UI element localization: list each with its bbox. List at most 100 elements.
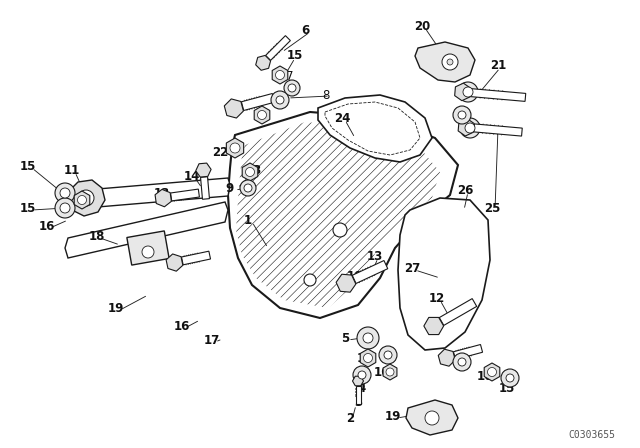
Polygon shape (383, 364, 397, 380)
Polygon shape (454, 83, 470, 101)
Polygon shape (470, 89, 525, 101)
Circle shape (60, 188, 70, 198)
Circle shape (55, 183, 75, 203)
Polygon shape (60, 178, 230, 210)
Text: 16: 16 (174, 319, 190, 332)
Circle shape (304, 274, 316, 286)
Circle shape (386, 368, 394, 376)
Text: 22: 22 (212, 146, 228, 159)
Text: 15: 15 (20, 202, 36, 215)
Polygon shape (200, 177, 209, 199)
Polygon shape (353, 376, 364, 386)
Circle shape (276, 96, 284, 104)
Circle shape (463, 87, 473, 97)
Text: 2: 2 (346, 412, 354, 425)
Text: 13: 13 (154, 186, 170, 199)
Text: 10: 10 (347, 270, 363, 283)
Polygon shape (65, 202, 228, 258)
Polygon shape (228, 112, 458, 318)
Circle shape (458, 82, 478, 102)
Polygon shape (196, 163, 211, 177)
Circle shape (447, 59, 453, 65)
Polygon shape (74, 191, 90, 209)
Polygon shape (254, 106, 270, 124)
Circle shape (379, 346, 397, 364)
Polygon shape (272, 66, 288, 84)
Circle shape (458, 111, 466, 119)
Text: 16: 16 (39, 220, 55, 233)
Text: 23: 23 (245, 164, 261, 177)
Polygon shape (318, 95, 432, 162)
Polygon shape (127, 231, 169, 265)
Text: 24: 24 (334, 112, 350, 125)
Text: 18: 18 (451, 352, 467, 365)
Polygon shape (474, 124, 522, 136)
Circle shape (453, 106, 471, 124)
Text: 12: 12 (429, 292, 445, 305)
Polygon shape (458, 118, 474, 136)
Text: 7: 7 (286, 69, 294, 82)
Circle shape (240, 180, 256, 196)
Polygon shape (166, 254, 183, 271)
Polygon shape (415, 42, 475, 82)
Circle shape (384, 351, 392, 359)
Circle shape (78, 190, 94, 206)
Circle shape (458, 358, 466, 366)
Circle shape (284, 80, 300, 96)
Text: 4: 4 (358, 382, 366, 395)
Circle shape (425, 411, 439, 425)
Circle shape (257, 111, 266, 120)
Circle shape (333, 223, 347, 237)
Text: 15: 15 (287, 48, 303, 61)
Polygon shape (398, 198, 490, 350)
Polygon shape (256, 56, 271, 70)
Text: 16: 16 (374, 366, 390, 379)
Circle shape (60, 203, 70, 213)
Text: 20: 20 (414, 20, 430, 33)
Circle shape (358, 371, 366, 379)
Text: 25: 25 (484, 202, 500, 215)
Text: C0303655: C0303655 (568, 430, 615, 440)
Text: 3: 3 (354, 396, 362, 409)
Circle shape (501, 369, 519, 387)
Polygon shape (224, 99, 243, 118)
Polygon shape (406, 400, 458, 435)
Text: 6: 6 (301, 23, 309, 36)
Text: 14: 14 (184, 169, 200, 182)
Polygon shape (454, 345, 483, 359)
Polygon shape (352, 261, 388, 284)
Text: 19: 19 (108, 302, 124, 314)
Circle shape (244, 184, 252, 192)
Circle shape (357, 327, 379, 349)
Polygon shape (424, 318, 444, 335)
Text: 11: 11 (64, 164, 80, 177)
Polygon shape (355, 386, 360, 404)
Circle shape (77, 195, 86, 204)
Text: 17: 17 (204, 333, 220, 346)
Text: 19: 19 (385, 409, 401, 422)
Text: 27: 27 (404, 262, 420, 275)
Polygon shape (336, 274, 356, 292)
Polygon shape (171, 189, 200, 201)
Circle shape (55, 198, 75, 218)
Circle shape (271, 91, 289, 109)
Circle shape (453, 353, 471, 371)
Text: 8: 8 (323, 89, 330, 102)
Text: 1: 1 (244, 214, 252, 227)
Text: 16: 16 (477, 370, 493, 383)
Text: 13: 13 (367, 250, 383, 263)
Circle shape (142, 246, 154, 258)
Polygon shape (439, 299, 477, 325)
Circle shape (442, 54, 458, 70)
Text: 26: 26 (457, 184, 473, 197)
Polygon shape (227, 138, 244, 158)
Text: 18: 18 (89, 229, 105, 242)
Text: 15: 15 (499, 382, 515, 395)
Polygon shape (266, 36, 291, 60)
Circle shape (230, 143, 240, 153)
Polygon shape (155, 190, 172, 207)
Polygon shape (242, 163, 258, 181)
Polygon shape (438, 349, 455, 366)
Circle shape (506, 374, 514, 382)
Polygon shape (360, 349, 376, 367)
